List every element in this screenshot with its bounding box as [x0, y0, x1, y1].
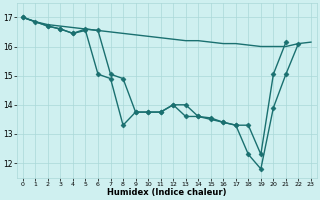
X-axis label: Humidex (Indice chaleur): Humidex (Indice chaleur) — [107, 188, 227, 197]
